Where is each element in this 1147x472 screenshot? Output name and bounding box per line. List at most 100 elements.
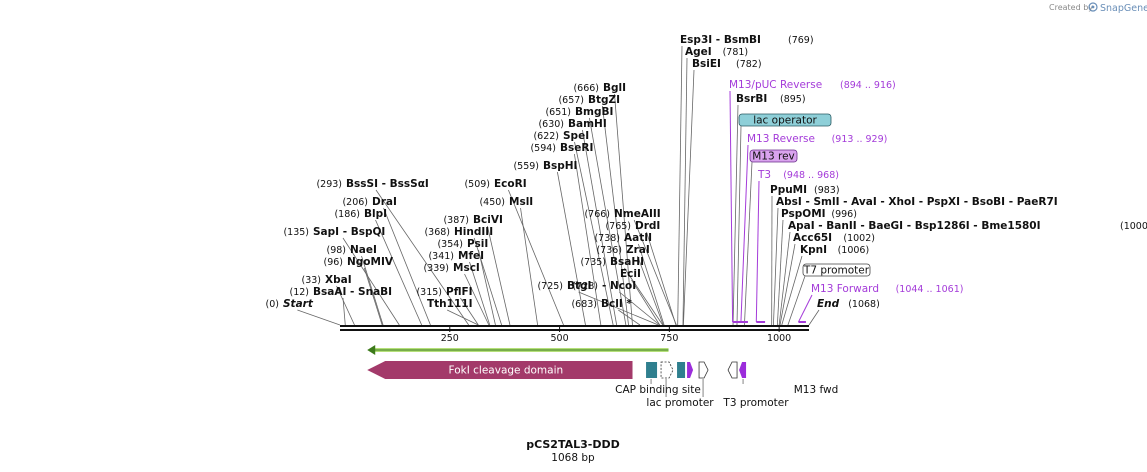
site-line	[638, 243, 665, 326]
site-position: (683)	[571, 299, 597, 310]
axis-tick-label: 250	[441, 333, 459, 344]
site-line	[582, 129, 618, 326]
site-name: SpeI	[563, 130, 589, 142]
site-line	[361, 255, 384, 326]
cap-site-label: CAP binding site	[615, 384, 701, 396]
axis-tick-label: 750	[660, 333, 678, 344]
fokI-domain	[367, 361, 633, 379]
site-line	[808, 309, 820, 326]
primer-range: (1044 .. 1061)	[896, 284, 964, 295]
feature-tag-line	[744, 161, 753, 326]
primer-range: (894 .. 916)	[840, 80, 896, 91]
site-name: BglI	[603, 82, 626, 94]
site-position: (736)	[596, 245, 622, 256]
m13-fwd-label: M13 fwd	[794, 384, 839, 396]
site-position: (293)	[316, 179, 342, 190]
site-name: NmeAIII	[614, 208, 661, 220]
m13-rev-box	[687, 362, 694, 378]
feature-tag	[749, 149, 798, 163]
site-lines	[297, 45, 820, 326]
site-name: BsaHI	[610, 256, 644, 268]
site-position: (0)	[266, 299, 279, 310]
primer-label: M13 Reverse	[747, 133, 815, 145]
site-name: NaeI	[350, 244, 377, 256]
site-name: BtgZI	[588, 94, 620, 106]
site-position: (33)	[301, 275, 321, 286]
feature-tag-label: lac operator	[753, 115, 817, 127]
site-name: BmgBI	[575, 106, 613, 118]
site-position: (1006)	[838, 245, 870, 256]
site-position: (983)	[814, 185, 840, 196]
site-name: BsrBI	[736, 93, 767, 105]
plasmid-name: pCS2TAL3-DDD	[526, 438, 620, 451]
snapgene-logo-icon	[1088, 2, 1098, 12]
site-line	[778, 231, 791, 326]
site-labels: (0) Start(12) BsaAI - SnaBI(33) XbaI (96) Ngo…	[266, 34, 1147, 310]
primer-connector	[729, 90, 734, 323]
site-position: (98)	[326, 245, 346, 256]
site-position: (996)	[831, 209, 857, 220]
site-name: XbaI	[325, 274, 352, 286]
site-position: (1002)	[843, 233, 875, 244]
site-line	[478, 249, 496, 326]
site-name: AatII	[624, 232, 652, 244]
site-name: MslI	[509, 196, 533, 208]
site-line	[732, 104, 739, 326]
site-position: (765)	[605, 221, 631, 232]
site-name: BtgI	[567, 280, 591, 292]
site-name: BlpI	[364, 208, 387, 220]
orf-line	[371, 349, 669, 351]
site-line	[297, 309, 341, 326]
primer-range: (913 .. 929)	[832, 134, 888, 145]
site-position: (594)	[530, 143, 556, 154]
axis-ticks: 250 500 750 1000	[441, 327, 791, 344]
site-name: BsaAI - SnaBI	[313, 286, 392, 298]
site-position: (738)	[594, 233, 620, 244]
lac-operator-box	[677, 362, 686, 378]
site-position: (339)	[423, 263, 449, 274]
site-name: BseRI	[560, 142, 593, 154]
site-position: (622)	[533, 131, 559, 142]
site-position: (769)	[788, 35, 814, 46]
site-name: AgeI	[685, 46, 712, 58]
site-name: SapI - BspQI	[313, 226, 385, 238]
site-line	[677, 45, 683, 326]
site-position: (354)	[437, 239, 463, 250]
site-line	[631, 279, 661, 326]
site-position: (657)	[558, 95, 584, 106]
primer-label: M13/pUC Reverse	[729, 79, 822, 91]
site-line	[363, 267, 383, 326]
site-name: ApaI - BanII - BaeGI - Bsp1286I - Bme158…	[788, 220, 1041, 232]
site-line	[618, 309, 641, 326]
feature-tag	[802, 263, 871, 277]
site-line	[624, 267, 664, 326]
site-name: KpnI	[800, 244, 827, 256]
site-line	[682, 57, 688, 326]
site-line	[781, 255, 803, 326]
site-line	[619, 291, 660, 326]
site-line	[375, 189, 469, 326]
site-position: (895)	[780, 94, 806, 105]
site-line	[336, 285, 355, 326]
t3-promoter-label: T3 promoter	[722, 397, 789, 409]
lac-promoter-label: lac promoter	[646, 397, 714, 409]
site-position: (782)	[736, 59, 762, 70]
site-position: (651)	[545, 107, 571, 118]
site-position: (135)	[283, 227, 309, 238]
feature-tag-line	[787, 275, 806, 326]
site-name: BsiEI	[692, 58, 721, 70]
axis-tick-label: 500	[550, 333, 568, 344]
site-line	[508, 189, 564, 326]
site-name: ZraI	[626, 244, 650, 256]
site-line	[383, 207, 431, 326]
site-name: - NcoI	[602, 280, 636, 292]
site-name: BclI *	[601, 298, 632, 310]
site-position: (450)	[479, 197, 505, 208]
site-line	[646, 231, 677, 326]
site-line	[342, 237, 400, 326]
primer-range: (948 .. 968)	[783, 170, 839, 181]
feature-tag-label: T7 promoter	[803, 265, 870, 277]
site-line	[464, 273, 490, 326]
feature-tag	[738, 113, 832, 127]
credit-created-by: Created by	[1049, 3, 1093, 12]
